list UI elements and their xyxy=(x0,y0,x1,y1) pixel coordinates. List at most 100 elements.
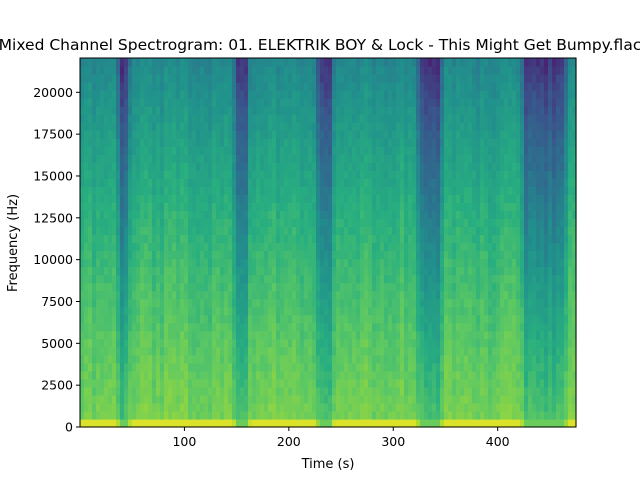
spectrogram-cell xyxy=(256,370,261,380)
spectrogram-cell xyxy=(352,178,357,187)
spectrogram-cell xyxy=(432,362,437,372)
spectrogram-cell xyxy=(184,186,189,195)
spectrogram-cell xyxy=(416,410,421,420)
spectrogram-cell xyxy=(316,242,321,252)
spectrogram-cell xyxy=(392,178,397,187)
spectrogram-cell xyxy=(164,362,169,372)
spectrogram-cell xyxy=(372,282,377,292)
spectrogram-cell xyxy=(236,394,241,404)
spectrogram-cell xyxy=(364,410,369,420)
spectrogram-cell xyxy=(216,170,221,179)
spectrogram-cell xyxy=(188,418,193,428)
spectrogram-cell xyxy=(348,114,353,123)
spectrogram-cell xyxy=(340,226,345,236)
spectrogram-cell xyxy=(180,74,185,83)
spectrogram-cell xyxy=(80,258,85,268)
spectrogram-cell xyxy=(104,402,109,412)
spectrogram-cell xyxy=(388,154,393,163)
spectrogram-cell xyxy=(324,322,329,332)
spectrogram-cell xyxy=(388,282,393,292)
spectrogram-cell xyxy=(348,194,353,203)
spectrogram-cell xyxy=(420,410,425,420)
spectrogram-cell xyxy=(360,186,365,195)
spectrogram-cell xyxy=(504,322,509,332)
spectrogram-cell xyxy=(400,378,405,388)
spectrogram-cell xyxy=(264,74,269,83)
spectrogram-cell xyxy=(172,370,177,380)
spectrogram-cell xyxy=(188,410,193,420)
spectrogram-cell xyxy=(468,194,473,203)
spectrogram-cell xyxy=(248,362,253,372)
spectrogram-cell xyxy=(396,98,401,107)
spectrogram-cell xyxy=(136,162,141,171)
spectrogram-cell xyxy=(144,362,149,372)
spectrogram-cell xyxy=(248,162,253,171)
spectrogram-cell xyxy=(192,362,197,372)
spectrogram-cell xyxy=(252,138,257,147)
spectrogram-cell xyxy=(476,74,481,83)
spectrogram-cell xyxy=(276,242,281,252)
spectrogram-cell xyxy=(424,90,429,99)
spectrogram-cell xyxy=(88,354,93,364)
spectrogram-cell xyxy=(312,362,317,372)
spectrogram-cell xyxy=(180,282,185,292)
spectrogram-cell xyxy=(436,354,441,364)
spectrogram-cell xyxy=(400,394,405,404)
spectrogram-cell xyxy=(212,66,217,75)
spectrogram-cell xyxy=(464,258,469,268)
spectrogram-cell xyxy=(460,162,465,171)
spectrogram-cell xyxy=(240,242,245,252)
spectrogram-cell xyxy=(264,106,269,115)
spectrogram-cell xyxy=(284,402,289,412)
spectrogram-cell xyxy=(236,298,241,308)
spectrogram-cell xyxy=(416,338,421,348)
spectrogram-cell xyxy=(292,370,297,380)
spectrogram-cell xyxy=(492,322,497,332)
spectrogram-cell xyxy=(452,418,457,428)
spectrogram-cell xyxy=(116,210,121,220)
spectrogram-cell xyxy=(124,418,129,428)
spectrogram-cell xyxy=(332,234,337,244)
spectrogram-cell xyxy=(200,330,205,340)
spectrogram-cell xyxy=(88,314,93,324)
spectrogram-cell xyxy=(120,274,125,284)
spectrogram-cell xyxy=(160,194,165,203)
spectrogram-cell xyxy=(316,290,321,300)
spectrogram-cell xyxy=(392,202,397,212)
spectrogram-cell xyxy=(316,90,321,99)
spectrogram-cell xyxy=(464,402,469,412)
spectrogram-cell xyxy=(476,194,481,203)
spectrogram-cell xyxy=(100,98,105,107)
spectrogram-cell xyxy=(464,306,469,316)
spectrogram-cell xyxy=(288,346,293,356)
spectrogram-cell xyxy=(84,378,89,388)
spectrogram-cell xyxy=(492,138,497,147)
spectrogram-cell xyxy=(384,258,389,268)
spectrogram-cell xyxy=(492,346,497,356)
spectrogram-cell xyxy=(360,346,365,356)
spectrogram-cell xyxy=(460,178,465,187)
spectrogram-cell xyxy=(480,378,485,388)
spectrogram-cell xyxy=(404,106,409,115)
spectrogram-cell xyxy=(220,290,225,300)
spectrogram-cell xyxy=(420,346,425,356)
spectrogram-cell xyxy=(496,386,501,396)
spectrogram-cell xyxy=(144,370,149,380)
spectrogram-cell xyxy=(320,378,325,388)
spectrogram-cell xyxy=(472,122,477,131)
spectrogram-cell xyxy=(348,258,353,268)
spectrogram-cell xyxy=(392,282,397,292)
spectrogram-cell xyxy=(388,410,393,420)
spectrogram-cell xyxy=(376,66,381,75)
spectrogram-cell xyxy=(332,170,337,179)
spectrogram-cell xyxy=(272,186,277,195)
spectrogram-cell xyxy=(148,410,153,420)
spectrogram-cell xyxy=(180,58,185,67)
spectrogram-cell xyxy=(144,170,149,179)
spectrogram-cell xyxy=(440,170,445,179)
spectrogram-cell xyxy=(244,250,249,260)
spectrogram-cell xyxy=(320,58,325,67)
spectrogram-cell xyxy=(148,202,153,212)
spectrogram-cell xyxy=(356,418,361,428)
spectrogram-cell xyxy=(356,210,361,220)
